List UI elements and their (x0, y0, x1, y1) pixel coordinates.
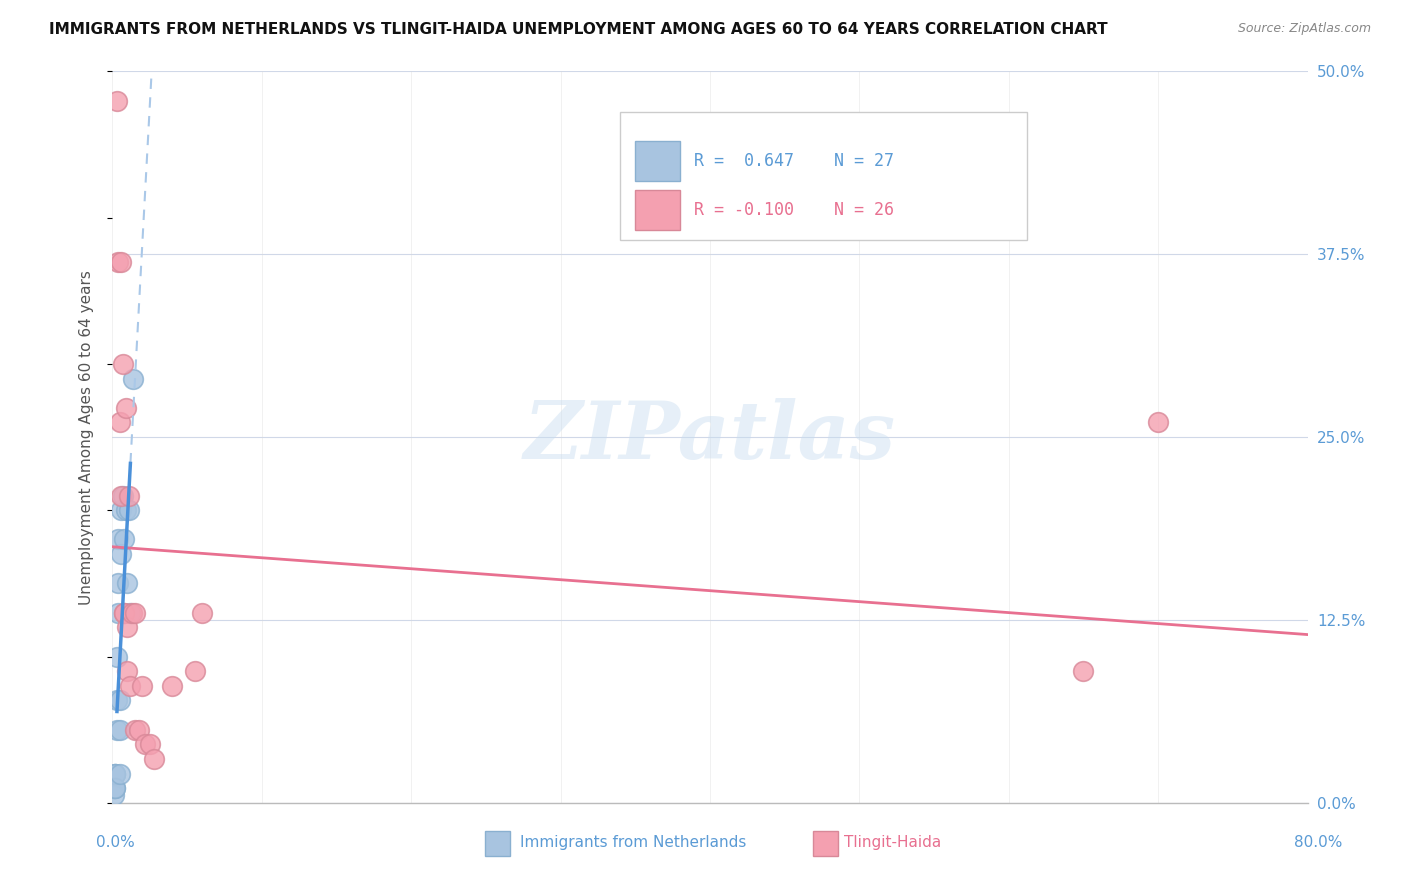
FancyBboxPatch shape (620, 112, 1026, 240)
Point (104, 781, 127, 796)
Point (117, 620, 139, 634)
Point (104, 766, 127, 780)
Point (1147, 416, 1170, 430)
Point (107, 606, 129, 620)
Point (139, 737, 162, 751)
Point (103, 781, 125, 796)
FancyBboxPatch shape (634, 141, 681, 181)
Point (104, 781, 127, 796)
Point (105, 693, 128, 707)
Point (114, 606, 135, 620)
Point (110, 489, 132, 503)
Point (114, 533, 135, 547)
Text: ZIPatlas: ZIPatlas (524, 399, 896, 475)
Point (108, 766, 131, 780)
Point (162, 679, 183, 693)
Point (105, 649, 128, 664)
Point (108, 416, 131, 430)
Point (103, 781, 125, 796)
Point (108, 723, 131, 737)
Point (110, 503, 132, 517)
Point (134, 737, 156, 751)
Point (111, 489, 134, 503)
Point (117, 664, 139, 678)
Point (191, 606, 214, 620)
Point (118, 489, 141, 503)
Point (107, 576, 129, 591)
Point (143, 752, 166, 766)
Text: R =  0.647    N = 27: R = 0.647 N = 27 (695, 153, 894, 170)
Text: IMMIGRANTS FROM NETHERLANDS VS TLINGIT-HAIDA UNEMPLOYMENT AMONG AGES 60 TO 64 YE: IMMIGRANTS FROM NETHERLANDS VS TLINGIT-H… (49, 22, 1108, 37)
Text: Tlingit-Haida: Tlingit-Haida (844, 836, 941, 850)
Point (131, 679, 153, 693)
Point (103, 781, 125, 796)
Text: Source: ZipAtlas.com: Source: ZipAtlas.com (1237, 22, 1371, 36)
Point (114, 606, 135, 620)
Point (120, 679, 142, 693)
FancyBboxPatch shape (634, 190, 681, 230)
Point (107, 533, 129, 547)
Point (121, 606, 143, 620)
Point (105, 94, 128, 108)
Point (124, 723, 146, 737)
Point (118, 503, 141, 517)
Y-axis label: Unemployment Among Ages 60 to 64 years: Unemployment Among Ages 60 to 64 years (79, 269, 94, 605)
Point (103, 789, 125, 803)
Point (107, 254, 129, 268)
Text: 0.0%: 0.0% (96, 836, 135, 850)
Point (111, 357, 134, 371)
Point (122, 371, 145, 385)
Point (120, 606, 142, 620)
Text: R = -0.100    N = 26: R = -0.100 N = 26 (695, 202, 894, 219)
Point (115, 503, 138, 517)
Point (115, 401, 138, 415)
Point (110, 254, 132, 268)
Point (104, 766, 127, 780)
Point (108, 693, 131, 707)
Point (128, 723, 150, 737)
Point (183, 664, 205, 678)
Point (110, 547, 132, 561)
Point (117, 576, 139, 591)
Point (124, 606, 146, 620)
Point (1073, 664, 1095, 678)
Point (104, 766, 127, 780)
Text: Immigrants from Netherlands: Immigrants from Netherlands (520, 836, 747, 850)
Point (105, 723, 128, 737)
Text: 80.0%: 80.0% (1295, 836, 1343, 850)
